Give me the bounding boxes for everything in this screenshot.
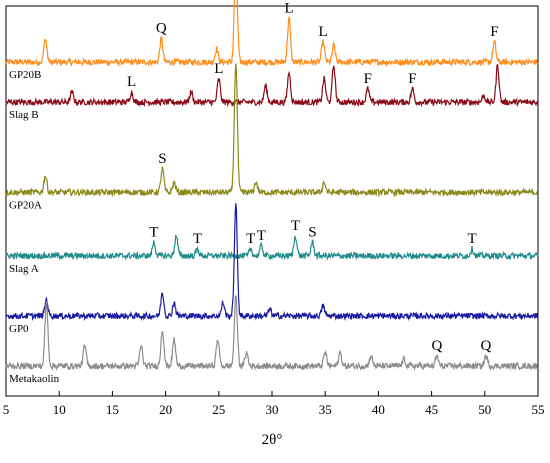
peak-annotation: L <box>318 24 327 40</box>
series-label-gp0: GP0 <box>9 323 29 335</box>
series-label-slag-a: Slag A <box>9 263 39 275</box>
peak-annotation: Q <box>156 21 167 37</box>
series-label-slag-b: Slag B <box>9 109 39 121</box>
peak-annotation: T <box>246 231 255 247</box>
x-tick-label: 5 <box>3 402 10 417</box>
peak-annotation: T <box>193 231 202 247</box>
series-label-gp20b: GP20B <box>9 69 41 81</box>
peak-annotation: T <box>467 231 476 247</box>
series-label-metakaolin: Metakaolin <box>9 373 60 385</box>
series-line-slag-a <box>5 234 539 261</box>
series-label-layer: GP20B Slag B GP20A Slag A GP0 Metakaolin <box>9 69 60 385</box>
peak-annotation: S <box>308 224 316 240</box>
x-tick-label: 30 <box>266 402 279 417</box>
x-tick-label: 25 <box>212 402 225 417</box>
peak-annotation: F <box>408 71 416 87</box>
series-line-gp0 <box>5 203 539 322</box>
series-label-gp20a: GP20A <box>9 199 42 211</box>
x-tick-label: 35 <box>319 402 332 417</box>
peak-annotation: T <box>257 228 266 244</box>
x-tick-label: 45 <box>425 402 438 417</box>
x-tick-label: 15 <box>106 402 119 417</box>
series-line-slag-b <box>5 63 539 108</box>
peak-annotation: L <box>214 61 223 77</box>
annotation-layer: QQLLFLLFFSTTTTTSTQQ <box>127 1 499 354</box>
peak-annotation: L <box>284 1 293 17</box>
peak-annotation: T <box>291 218 300 234</box>
x-tick-label: 50 <box>478 402 491 417</box>
peak-annotation: F <box>490 24 498 40</box>
peak-annotation: Q <box>431 338 442 354</box>
x-axis-label: 2θ° <box>262 432 283 448</box>
series-line-gp20b <box>5 0 539 68</box>
x-tick-label: 20 <box>159 402 172 417</box>
x-tick-label: 10 <box>53 402 66 417</box>
peak-annotation: S <box>158 151 166 167</box>
series-line-gp20a <box>5 63 539 198</box>
x-tick-label: 55 <box>532 402 545 417</box>
peak-annotation: T <box>149 224 158 240</box>
x-axis-ticks: 5 10 15 20 25 30 35 40 45 50 55 <box>3 391 545 417</box>
peak-annotation: L <box>127 74 136 90</box>
x-tick-label: 40 <box>372 402 385 417</box>
peak-annotation: F <box>364 71 372 87</box>
series-line-metakaolin <box>5 294 539 372</box>
peak-annotation: Q <box>480 338 491 354</box>
series-layer <box>5 0 539 372</box>
